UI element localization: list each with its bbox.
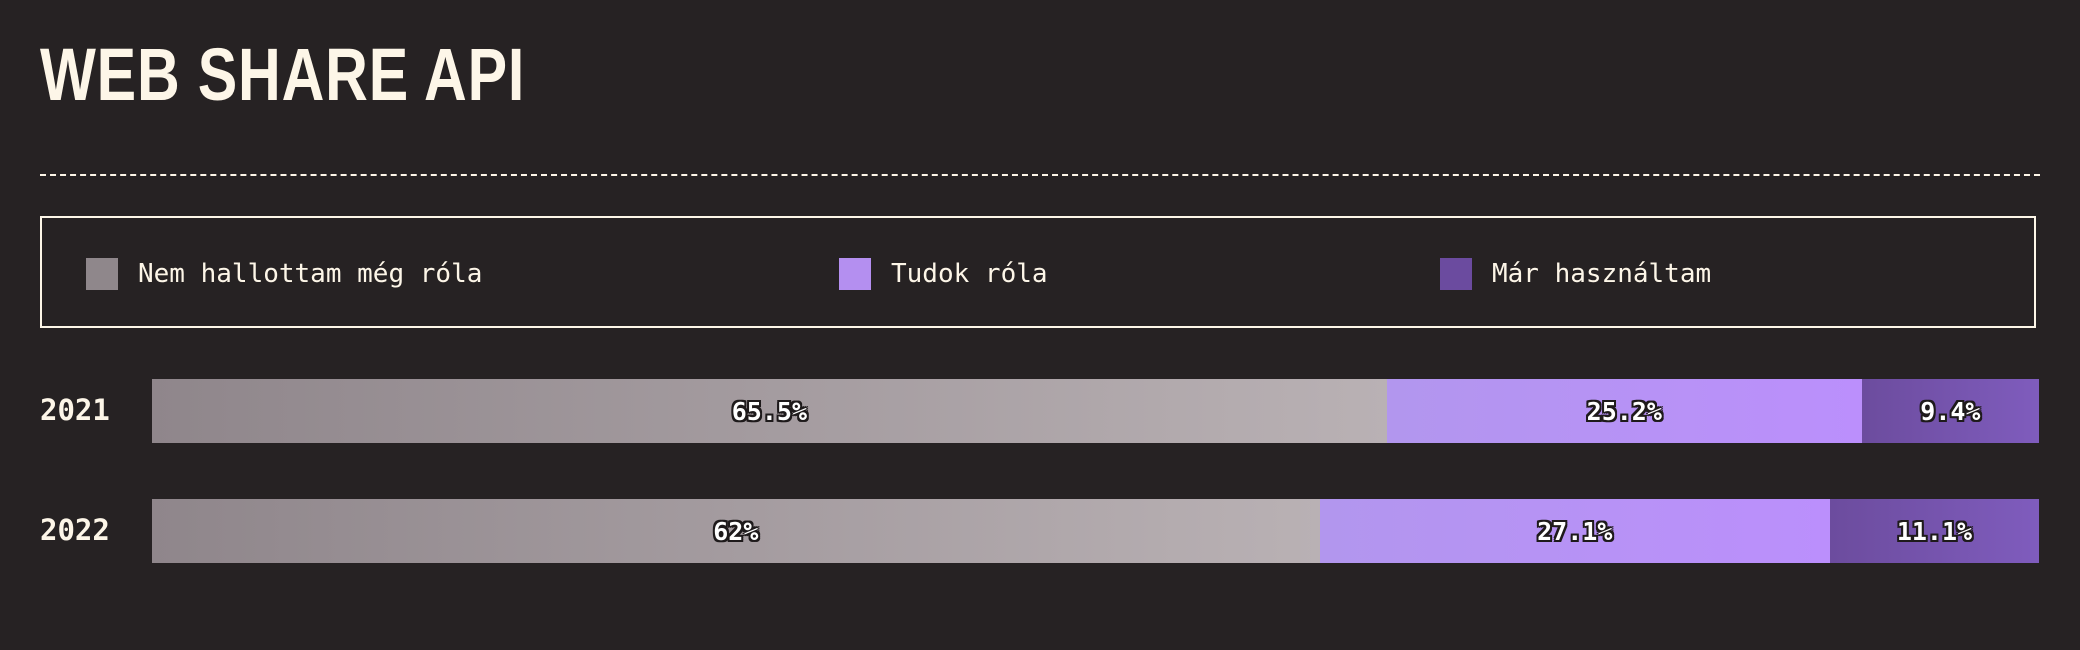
data-label-2021-not-heard: 65.5% [731, 396, 807, 426]
data-label-2022-not-heard: 62% [713, 516, 759, 546]
legend-swatch-not-heard [86, 258, 118, 290]
legend-swatch-know-about [839, 258, 871, 290]
bar-2022-used[interactable]: 11.1% [1829, 499, 2039, 563]
bar-row-2021: 65.5% 25.2% 9.4% [152, 379, 2039, 443]
chart-title: WEB SHARE API [40, 33, 526, 116]
row-label-2022: 2022 [40, 513, 110, 547]
row-label-2021: 2021 [40, 393, 110, 427]
data-label-2022-used: 11.1% [1896, 516, 1973, 546]
legend-swatch-used [1440, 258, 1472, 290]
bar-2022-know-about[interactable]: 27.1% [1319, 499, 1830, 563]
data-label-2021-know-about: 25.2% [1586, 396, 1662, 426]
title-divider [40, 174, 2040, 176]
data-label-2022-know-about: 27.1% [1537, 516, 1613, 546]
legend-label-know-about: Tudok róla [891, 259, 1048, 289]
data-label-2021-used: 9.4% [1920, 396, 1981, 426]
legend-item-know-about[interactable]: Tudok róla [839, 258, 1048, 290]
bar-2021-used[interactable]: 9.4% [1861, 379, 2039, 443]
legend-label-not-heard: Nem hallottam még róla [138, 259, 483, 289]
bar-2021-not-heard[interactable]: 65.5% [152, 379, 1387, 443]
legend-label-used: Már használtam [1492, 259, 1712, 289]
bar-2022-not-heard[interactable]: 62% [152, 499, 1320, 563]
bar-2021-know-about[interactable]: 25.2% [1386, 379, 1862, 443]
legend-item-used[interactable]: Már használtam [1440, 258, 1711, 290]
legend-item-not-heard[interactable]: Nem hallottam még róla [86, 258, 482, 290]
legend: Nem hallottam még róla Tudok róla Már ha… [40, 216, 2036, 328]
bar-row-2022: 62% 27.1% 11.1% [152, 499, 2039, 563]
